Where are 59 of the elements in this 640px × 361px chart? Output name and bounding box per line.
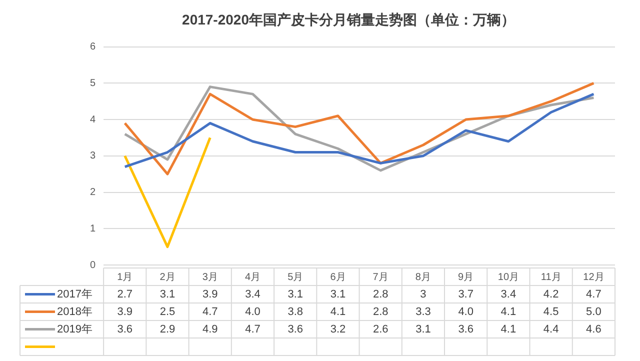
x-tick-label: 7月 [372, 272, 388, 283]
x-tick-label: 4月 [244, 272, 261, 283]
y-tick-label: 3 [90, 150, 96, 162]
data-label: 3 [420, 288, 426, 300]
data-label: 4.0 [458, 306, 474, 318]
data-label: 4.9 [202, 323, 218, 336]
data-label: 3.1 [288, 288, 303, 300]
data-label: 3.4 [500, 288, 516, 300]
x-tick-label: 9月 [458, 272, 474, 283]
data-label: 4.0 [245, 306, 260, 318]
data-label: 3.2 [330, 323, 346, 336]
chart-title: 2017-2020年国产皮卡分月销量走势图（单位：万辆） [182, 11, 515, 28]
data-label: 3.6 [458, 323, 474, 336]
data-label: 3.9 [202, 288, 218, 300]
x-tick-label: 1月 [117, 272, 133, 283]
legend-label: 2017年 [57, 288, 92, 300]
data-label: 3.3 [416, 306, 431, 318]
data-label: 4.2 [543, 288, 559, 300]
y-tick-label: 6 [90, 42, 96, 53]
data-label: 4.6 [586, 323, 602, 336]
data-label: 3.7 [458, 288, 474, 300]
x-tick-label: 6月 [330, 272, 346, 283]
y-tick-label: 5 [90, 78, 96, 89]
data-label: 4.1 [500, 323, 516, 336]
y-tick-label: 1 [90, 223, 96, 234]
data-label: 3.6 [117, 323, 133, 336]
data-label: 3.4 [245, 288, 260, 300]
y-tick-label: 2 [90, 187, 96, 198]
data-label: 4.7 [202, 306, 218, 318]
y-tick-label: 4 [90, 114, 96, 126]
x-tick-label: 3月 [202, 272, 218, 283]
data-label: 2.8 [372, 288, 388, 300]
data-label: 3.1 [416, 323, 431, 336]
x-tick-label: 12月 [583, 272, 604, 283]
data-label: 2.8 [372, 306, 388, 318]
data-label: 5.0 [586, 306, 602, 318]
data-label: 2.9 [160, 323, 176, 336]
data-label: 3.8 [288, 306, 303, 318]
data-label: 4.1 [500, 306, 516, 318]
x-tick-label: 2月 [160, 272, 176, 283]
data-label: 4.7 [245, 323, 260, 336]
y-tick-label: 0 [90, 260, 96, 271]
data-label: 4.1 [330, 306, 346, 318]
x-tick-label: 10月 [498, 272, 520, 283]
data-label: 2.7 [117, 288, 133, 300]
data-label: 3.1 [160, 288, 176, 300]
x-tick-label: 11月 [540, 272, 562, 283]
x-tick-label: 5月 [288, 272, 304, 283]
data-label: 4.4 [543, 323, 559, 336]
data-label: 3.1 [330, 288, 346, 300]
data-label: 3.9 [117, 306, 133, 318]
data-label: 4.7 [586, 288, 602, 300]
data-label: 4.5 [543, 306, 559, 318]
legend-label: 2019年 [57, 323, 92, 336]
data-label: 2.5 [160, 306, 176, 318]
x-tick-label: 8月 [415, 272, 431, 283]
legend-label: 2018年 [57, 306, 92, 318]
data-label: 2.6 [372, 323, 388, 336]
data-label: 3.6 [288, 323, 303, 336]
